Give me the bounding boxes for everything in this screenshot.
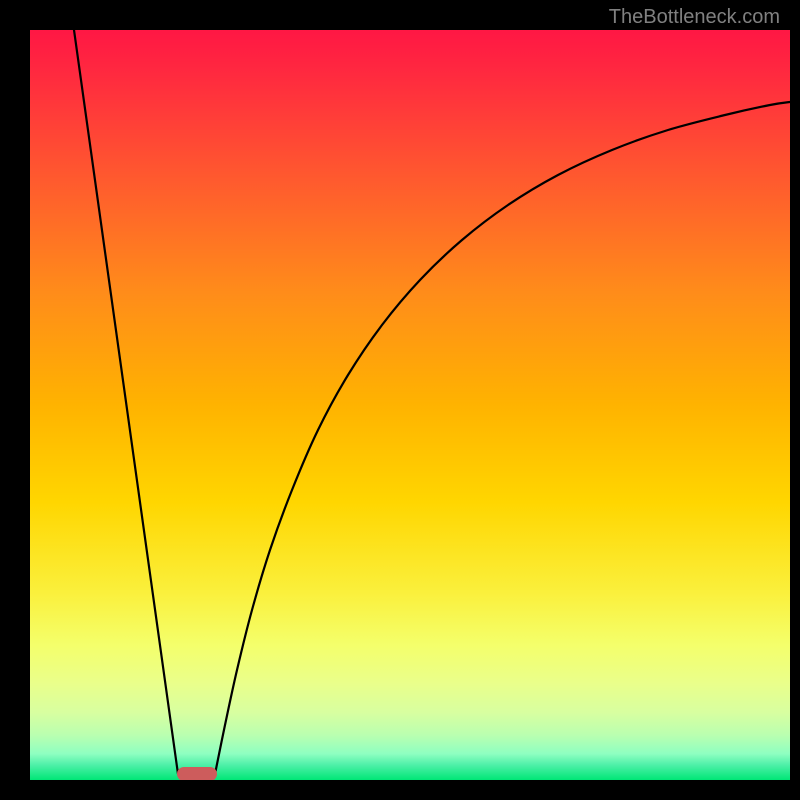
bottleneck-curve xyxy=(30,30,790,780)
watermark-text: TheBottleneck.com xyxy=(609,6,780,29)
chart-frame: TheBottleneck.com xyxy=(0,0,800,800)
optimal-range-marker xyxy=(177,767,217,780)
plot-area xyxy=(30,30,790,780)
